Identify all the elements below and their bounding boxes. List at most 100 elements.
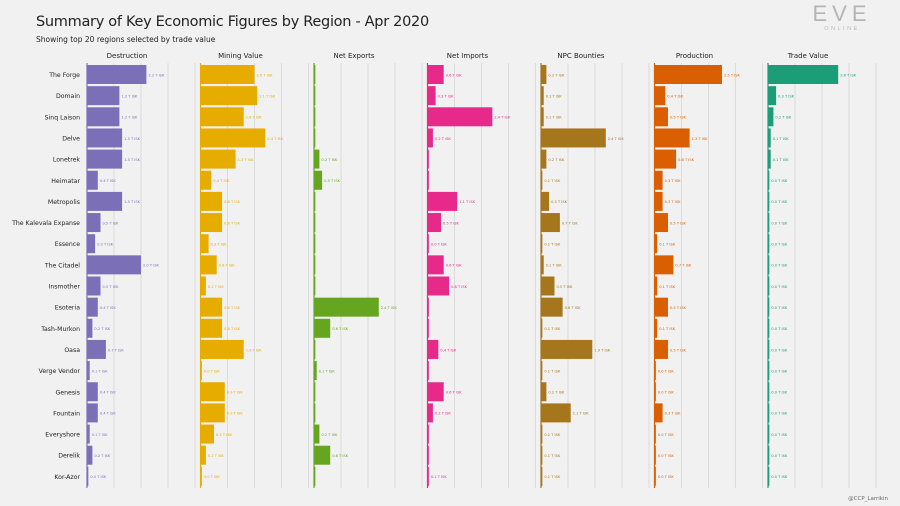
value-label: 0.3 T ISK — [778, 94, 795, 98]
region-label: Essence — [55, 241, 80, 248]
value-label: 0.5 T ISK — [557, 285, 574, 289]
bar — [314, 213, 316, 233]
bar — [200, 149, 236, 169]
value-label: 0.8 T ISK — [678, 158, 695, 162]
bar — [768, 107, 774, 127]
region-label: Genesis — [56, 389, 81, 396]
logo-text: EVE — [812, 2, 871, 26]
value-label: 0.5 T ISK — [443, 221, 460, 225]
value-label: 0.5 T ISK — [670, 306, 687, 310]
value-label: 0.1 T ISK — [544, 179, 561, 183]
value-label: 0.0 T ISK — [204, 475, 221, 479]
bar — [200, 297, 223, 317]
bar — [541, 191, 550, 211]
bar — [314, 339, 316, 359]
bar — [200, 234, 209, 254]
value-label: 0.0 T ISK — [771, 221, 788, 225]
value-label: 1.3 T ISK — [124, 200, 141, 204]
bar — [87, 234, 96, 254]
value-label: 0.1 T ISK — [544, 327, 561, 331]
bar — [87, 445, 93, 465]
value-label: 1.1 T ISK — [459, 200, 476, 204]
value-label: 2.1 T ISK — [259, 94, 276, 98]
bar — [314, 424, 320, 444]
bar — [768, 234, 770, 254]
bar — [427, 297, 429, 317]
chart-title: Summary of Key Economic Figures by Regio… — [36, 14, 429, 30]
bar — [654, 297, 668, 317]
value-label: 0.8 T ISK — [224, 327, 241, 331]
bar — [427, 445, 429, 465]
bar — [87, 191, 123, 211]
value-label: 0.2 T ISK — [94, 327, 111, 331]
value-label: 0.4 T ISK — [100, 179, 117, 183]
value-label: 1.3 T ISK — [692, 137, 709, 141]
value-label: 0.2 T ISK — [435, 412, 452, 416]
panel-header: Production — [676, 52, 713, 60]
panel-header: NPC Bounties — [557, 52, 605, 60]
bar — [314, 297, 379, 317]
bar — [654, 403, 663, 423]
bar — [200, 107, 244, 127]
bar — [200, 361, 202, 381]
bar — [654, 170, 663, 190]
bar — [87, 361, 90, 381]
bar — [768, 65, 839, 84]
value-label: 0.2 T ISK — [435, 137, 452, 141]
bar — [427, 403, 433, 423]
value-label: 0.1 T ISK — [546, 94, 563, 98]
value-label: 1.3 T ISK — [124, 137, 141, 141]
logo-subtext: ONLINE — [824, 26, 859, 32]
bar — [314, 382, 316, 402]
bar — [768, 297, 770, 317]
bar — [768, 86, 777, 106]
value-label: 0.1 T ISK — [546, 264, 563, 268]
region-label: Oasa — [64, 347, 80, 354]
bar — [427, 213, 441, 233]
bar — [427, 276, 450, 296]
value-label: 1.3 T ISK — [238, 158, 255, 162]
bar — [87, 255, 141, 275]
bar — [87, 339, 106, 359]
eve-online-logo: EVE ONLINE — [812, 2, 871, 32]
value-label: 2.5 T ISK — [724, 73, 741, 77]
bar — [87, 297, 98, 317]
bar — [654, 128, 690, 148]
bar — [314, 107, 316, 127]
bar — [654, 191, 663, 211]
bar — [87, 466, 89, 486]
bar — [314, 191, 316, 211]
bar — [768, 445, 770, 465]
bar — [654, 213, 668, 233]
bar — [427, 170, 429, 190]
value-label: 0.2 T ISK — [321, 158, 338, 162]
value-label: 2.0 T ISK — [143, 264, 160, 268]
bar — [314, 403, 316, 423]
value-label: 0.4 T ISK — [100, 412, 117, 416]
bar — [87, 382, 98, 402]
value-label: 2.2 T ISK — [148, 73, 165, 77]
bar — [654, 318, 658, 338]
bar — [768, 318, 770, 338]
region-label: Heimatar — [51, 178, 80, 185]
value-label: 0.0 T ISK — [771, 412, 788, 416]
bar — [427, 466, 429, 486]
value-label: 0.0 T ISK — [771, 454, 788, 458]
value-label: 0.2 T ISK — [548, 73, 565, 77]
bar — [541, 382, 547, 402]
bar — [427, 128, 433, 148]
bar — [427, 149, 429, 169]
bar — [427, 65, 444, 84]
bar — [541, 403, 571, 423]
value-label: 0.6 T ISK — [446, 264, 463, 268]
bar — [314, 86, 316, 106]
bar — [541, 361, 543, 381]
value-label: 0.5 T ISK — [103, 285, 120, 289]
value-label: 0.1 T ISK — [319, 369, 336, 373]
value-label: 0.2 T ISK — [548, 158, 565, 162]
bar — [541, 149, 547, 169]
value-label: 0.0 T ISK — [771, 369, 788, 373]
bar — [200, 191, 223, 211]
region-label: Sinq Laison — [45, 114, 80, 121]
